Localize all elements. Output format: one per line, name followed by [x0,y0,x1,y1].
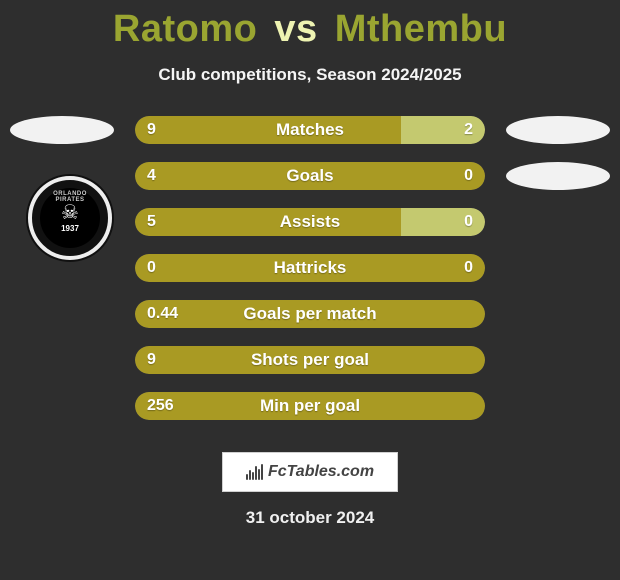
stat-label: Assists [135,208,485,236]
title-player1: Ratomo [113,8,257,50]
crest-ring: ORLANDO PIRATES ☠ 1937 [28,176,112,260]
stat-row: 256 Min per goal [0,392,620,420]
title-vs: vs [274,8,317,50]
crest-year: 1937 [61,224,79,233]
date-text: 31 october 2024 [0,508,620,528]
stat-row: 0.44 Goals per match [0,300,620,328]
player2-oval [506,116,610,144]
subtitle: Club competitions, Season 2024/2025 [0,65,620,85]
stat-label: Hattricks [135,254,485,282]
player2-oval [506,162,610,190]
stat-label: Goals [135,162,485,190]
crest-top-text: ORLANDO PIRATES [40,191,100,203]
stat-label: Goals per match [135,300,485,328]
chart-icon [246,464,263,480]
footer-brand-box[interactable]: FcTables.com [222,452,398,492]
footer-brand-text: FcTables.com [268,463,374,481]
stat-label: Shots per goal [135,346,485,374]
stats-container: 9 2 Matches 4 0 Goals 5 0 Assists [0,116,620,438]
player1-oval [10,116,114,144]
skull-icon: ☠ [61,203,79,223]
crest-inner: ORLANDO PIRATES ☠ 1937 [40,188,100,248]
stat-label: Min per goal [135,392,485,420]
title: Ratomo vs Mthembu [0,0,620,51]
club-crest: ORLANDO PIRATES ☠ 1937 [28,176,112,260]
stat-row: 9 2 Matches [0,116,620,144]
title-player2: Mthembu [335,8,507,50]
stat-row: 9 Shots per goal [0,346,620,374]
stat-label: Matches [135,116,485,144]
comparison-card: Ratomo vs Mthembu Club competitions, Sea… [0,0,620,580]
